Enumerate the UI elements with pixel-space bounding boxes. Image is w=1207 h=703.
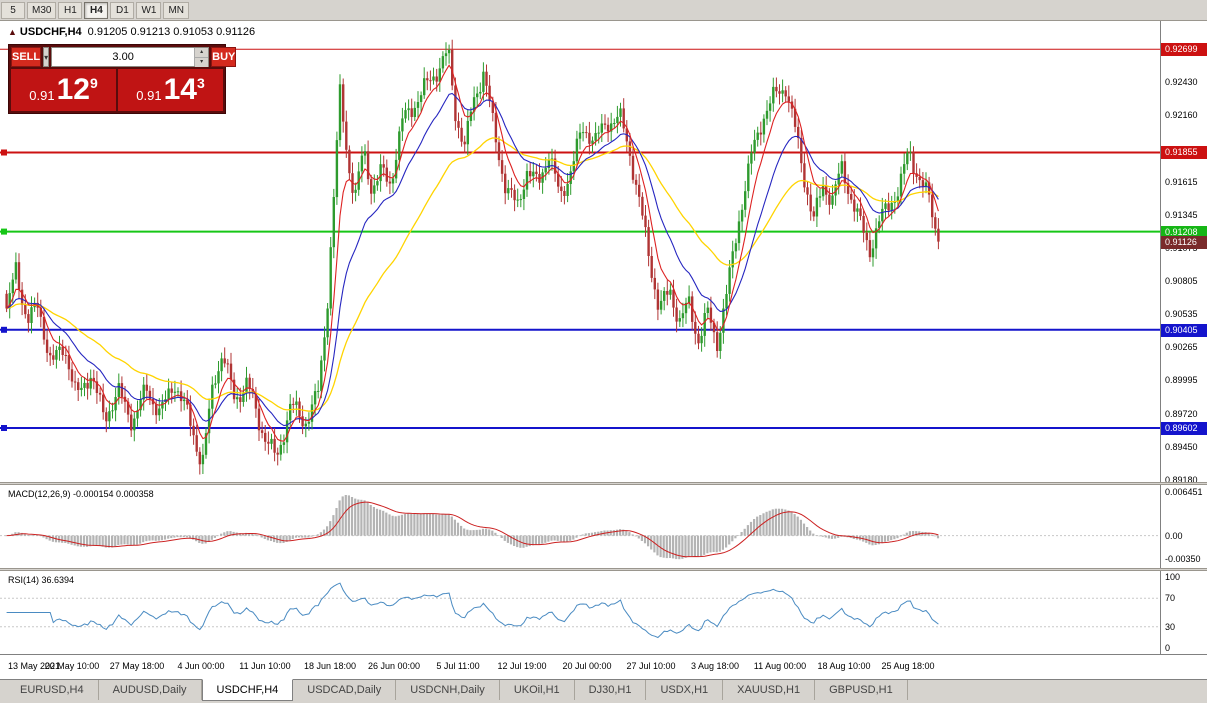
tab-usdcnh-daily[interactable]: USDCNH,Daily <box>396 680 500 700</box>
tab-usdx-h1[interactable]: USDX,H1 <box>646 680 724 700</box>
time-label: 11 Jun 10:00 <box>239 661 291 671</box>
timeframe-button-5[interactable]: 5 <box>1 1 25 19</box>
time-label: 27 Jul 10:00 <box>626 661 676 671</box>
caret-up-icon: ▴ <box>200 49 204 55</box>
time-label: 18 Jun 18:00 <box>303 661 357 671</box>
grid-price-label: 0.89180 <box>1165 475 1198 485</box>
time-label: 18 Aug 10:00 <box>817 661 871 671</box>
time-label: 12 Jul 19:00 <box>497 661 547 671</box>
hline-price-label: 0.92699 <box>1161 43 1207 56</box>
time-label: 27 May 18:00 <box>109 661 165 671</box>
bid-big-digits: 12 <box>56 73 90 106</box>
timeframe-button-d1[interactable]: D1 <box>110 1 135 19</box>
chart-ohlc: 0.91205 0.91213 0.91053 0.91126 <box>87 26 256 38</box>
volume-spinner: ▴ ▾ <box>194 48 209 67</box>
time-label: 26 Jun 00:00 <box>367 661 421 671</box>
bid-prefix: 0.91 <box>29 87 55 103</box>
bid-pip-fraction: 9 <box>89 75 98 91</box>
tab-usdchf-h4[interactable]: USDCHF,H4 <box>201 679 294 701</box>
chart-symbol-label: USDCHF,H4 <box>19 26 82 38</box>
current-price-label: 0.91126 <box>1161 236 1207 249</box>
ask-price[interactable]: 0.91 14 3 <box>118 69 223 111</box>
rsi-axis-label: 100 <box>1165 572 1181 582</box>
tab-usdcad-daily[interactable]: USDCAD,Daily <box>293 680 397 700</box>
ask-prefix: 0.91 <box>136 87 162 103</box>
pane-separator-macd[interactable] <box>0 482 1207 485</box>
volume-field: ▴ ▾ <box>51 47 210 67</box>
timeframe-button-mn[interactable]: MN <box>163 1 190 19</box>
timeframe-button-h4[interactable]: H4 <box>84 1 109 19</box>
order-type-dropdown[interactable]: ▾ <box>43 47 50 67</box>
time-label: 20 May 10:00 <box>44 661 100 671</box>
trade-widget-prices: 0.91 12 9 0.91 14 3 <box>11 69 223 111</box>
tab-xauusd-h1[interactable]: XAUUSD,H1 <box>723 680 816 700</box>
price-axis[interactable]: 0.924300.921600.916150.913450.910750.908… <box>1160 21 1207 654</box>
volume-input[interactable] <box>52 48 195 66</box>
caret-down-icon: ▾ <box>200 59 204 65</box>
trade-widget-controls: SELL ▾ ▴ ▾ BUY <box>11 47 237 67</box>
chevron-down-icon: ▾ <box>44 52 49 62</box>
rsi-pane[interactable] <box>0 571 1160 654</box>
main-chart[interactable] <box>0 21 1160 482</box>
macd-label: MACD(12,26,9) -0.000154 0.000358 <box>8 489 154 499</box>
grid-price-label: 0.90265 <box>1165 342 1198 352</box>
time-label: 5 Jul 11:00 <box>436 661 480 671</box>
bid-price[interactable]: 0.91 12 9 <box>11 69 116 111</box>
chart-title: ▲ USDCHF,H4 0.91205 0.91213 0.91053 0.9112… <box>8 26 255 38</box>
grid-price-label: 0.92430 <box>1165 77 1198 87</box>
time-label: 25 Aug 18:00 <box>881 661 935 671</box>
tab-bar: EURUSD,H4 AUDUSD,Daily USDCHF,H4 USDCAD,Dai… <box>0 679 1207 703</box>
time-label: 13 May 2021 <box>8 661 61 671</box>
tab-gbpusd-h1[interactable]: GBPUSD,H1 <box>815 680 908 700</box>
chart-marker-icon: ▲ <box>8 27 17 37</box>
timeframe-button-w1[interactable]: W1 <box>136 1 162 19</box>
grid-price-label: 0.91615 <box>1165 177 1198 187</box>
rsi-axis-label: 0 <box>1165 643 1171 653</box>
volume-up-button[interactable]: ▴ <box>195 48 209 58</box>
grid-price-label: 0.90535 <box>1165 309 1198 319</box>
tab-dj30-h1[interactable]: DJ30,H1 <box>575 680 647 700</box>
macd-axis-label: 0.00 <box>1165 531 1183 541</box>
volume-down-button[interactable]: ▾ <box>195 58 209 67</box>
timeframe-button-m30[interactable]: M30 <box>27 1 57 19</box>
grid-price-label: 0.90805 <box>1165 276 1198 286</box>
rsi-axis-label: 70 <box>1165 593 1176 603</box>
hline-price-label: 0.91855 <box>1161 146 1207 159</box>
grid-price-label: 0.91345 <box>1165 210 1198 220</box>
ask-pip-fraction: 3 <box>196 75 205 91</box>
tab-audusd-daily[interactable]: AUDUSD,Daily <box>99 680 202 700</box>
buy-button[interactable]: BUY <box>211 47 237 67</box>
sell-button[interactable]: SELL <box>11 47 42 67</box>
hline-price-label: 0.91208 <box>1161 226 1207 239</box>
grid-price-label: 0.89720 <box>1165 409 1198 419</box>
time-label: 11 Aug 00:00 <box>753 661 807 671</box>
timeframe-toolbar: 5 M30 H1 H4 D1 W1 MN <box>0 0 1207 21</box>
grid-price-label: 0.89995 <box>1165 375 1198 385</box>
macd-axis-label: 0.006451 <box>1165 487 1203 497</box>
rsi-label: RSI(14) 36.6394 <box>8 575 75 585</box>
chart-window: ▲ USDCHF,H4 0.91205 0.91213 0.91053 0.9112… <box>0 21 1207 680</box>
hline-price-label: 0.90405 <box>1161 324 1207 337</box>
grid-price-label: 0.92160 <box>1165 110 1198 120</box>
macd-axis-label: -0.00350 <box>1165 554 1201 564</box>
grid-price-label: 0.89450 <box>1165 442 1198 452</box>
timeframe-button-h1[interactable]: H1 <box>58 1 83 19</box>
time-label: 20 Jul 00:00 <box>562 661 612 671</box>
time-label: 4 Jun 00:00 <box>177 661 225 671</box>
macd-pane[interactable] <box>0 485 1160 568</box>
time-axis[interactable]: 13 May 2021 20 May 10:00 27 May 18:00 4 Jun… <box>0 654 1207 680</box>
rsi-axis-label: 30 <box>1165 622 1176 632</box>
tab-eurusd-h4[interactable]: EURUSD,H4 <box>6 680 99 700</box>
pane-separator-rsi[interactable] <box>0 568 1207 571</box>
ask-big-digits: 14 <box>163 73 197 106</box>
time-label: 3 Aug 18:00 <box>690 661 740 671</box>
hline-price-label: 0.89602 <box>1161 422 1207 435</box>
tab-ukoil-h1[interactable]: UKOil,H1 <box>500 680 575 700</box>
